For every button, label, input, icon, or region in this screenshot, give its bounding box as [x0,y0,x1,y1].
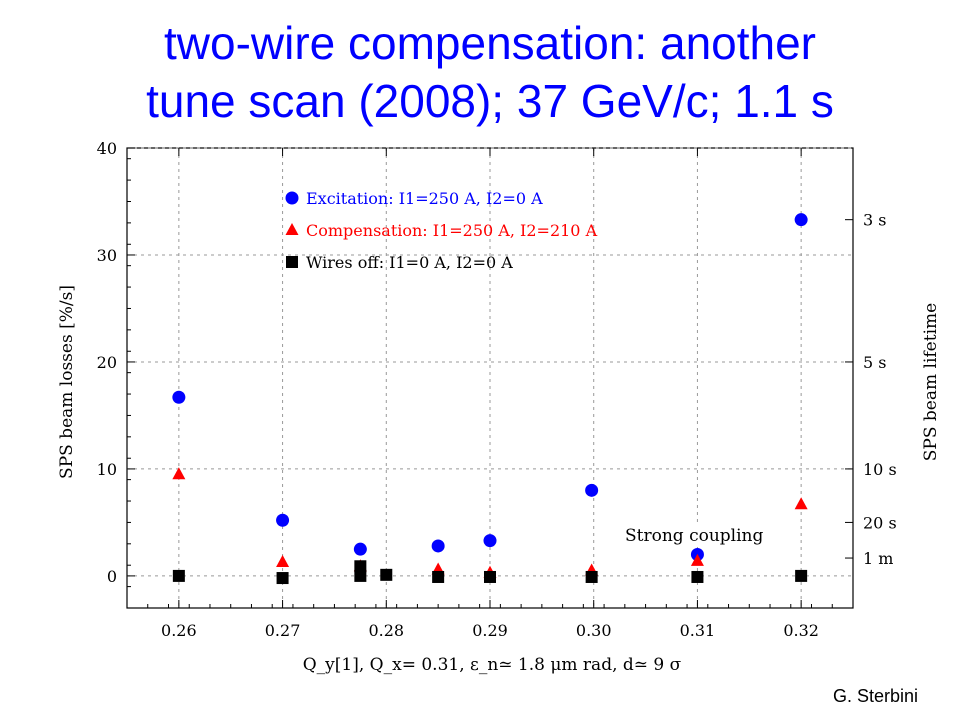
series-circle [172,213,808,562]
data-point-square [354,569,367,582]
x-tick-label: 0.30 [576,621,612,640]
x-axis-label: Q_y[1], Q_x= 0.31, ε_n≃ 1.8 μm rad, d≃ 9… [303,655,682,675]
y2-axis-label: SPS beam lifetime [921,303,941,461]
y2-tick-label: 20 s [863,513,897,532]
data-point-square [276,572,289,585]
annotation-strong-coupling: Strong coupling [625,526,763,546]
data-point-square [380,568,393,581]
data-point-circle [172,390,186,404]
y-axis-label: SPS beam losses [%/s] [57,285,77,479]
x-tick-label: 0.31 [680,621,716,640]
y-tick-label: 40 [97,139,117,158]
data-point-circle [276,513,290,527]
data-point-circle [353,542,367,556]
data-point-square [354,560,367,573]
data-point-square [432,570,445,583]
y-tick-label: 0 [107,567,117,586]
data-point-triangle [794,497,808,510]
data-point-square [691,570,704,583]
legend: Excitation: I1=250 A, I2=0 A Compensation… [285,189,598,272]
legend-entry-label: Wires off: I1=0 A, I2=0 A [306,253,513,272]
data-points [172,213,808,585]
y-tick-label: 10 [97,460,117,479]
data-point-triangle [172,467,186,480]
x-tick-label: 0.32 [783,621,819,640]
data-point-circle [483,534,497,548]
data-point-triangle [276,555,290,567]
grid [127,147,853,608]
legend-entry-label: Compensation: I1=250 A, I2=210 A [306,221,598,240]
data-point-square [585,570,598,583]
slide-title-line1: two-wire compensation: another [164,17,816,69]
data-point-square [172,569,185,582]
y-axis: 0 10 20 30 40 [97,139,135,609]
x-axis: 0.26 0.27 0.28 0.29 0.30 0.31 0.32 [126,148,854,640]
data-point-square [795,569,808,582]
data-point-square [286,256,298,268]
x-tick-label: 0.29 [472,621,508,640]
data-point-triangle [690,553,704,566]
data-point-circle [285,191,299,205]
series-square [172,560,808,585]
data-point-circle [431,539,445,553]
y2-tick-label: 10 s [863,460,897,479]
y-tick-label: 20 [97,353,117,372]
author-credit: G. Sterbini [832,686,918,706]
x-tick-label: 0.26 [161,621,197,640]
y2-tick-label: 3 s [863,211,886,230]
data-point-circle [585,483,599,497]
slide-title: two-wire compensation: another tune scan… [60,14,920,130]
annotation-background [622,522,782,546]
y-tick-label: 30 [97,246,117,265]
y2-tick-label: 1 m [863,549,893,568]
data-point-triangle [285,223,299,235]
y2-tick-label: 5 s [863,353,886,372]
slide-title-line2: tune scan (2008); 37 GeV/c; 1.1 s [146,75,834,127]
y2-axis: 3 s 5 s 10 s 20 s 1 m [845,211,897,568]
legend-entry-label: Excitation: I1=250 A, I2=0 A [306,189,543,208]
data-point-square [484,570,496,583]
data-point-circle [794,213,808,227]
x-tick-label: 0.27 [265,621,301,640]
x-tick-label: 0.28 [368,621,404,640]
